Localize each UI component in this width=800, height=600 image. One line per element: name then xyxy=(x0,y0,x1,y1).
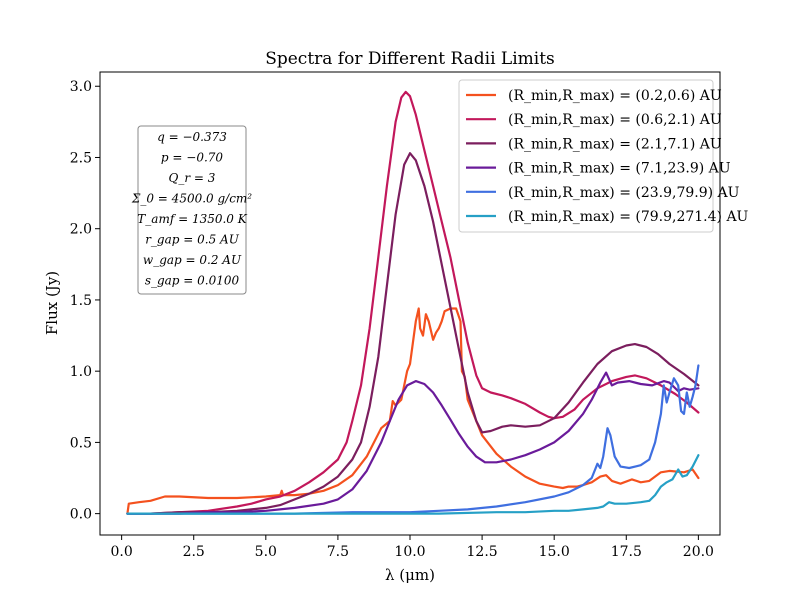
x-tick-label: 0.0 xyxy=(110,544,132,560)
legend-label: (R_min,R_max) = (0.2,0.6) AU xyxy=(508,88,722,104)
x-tick-label: 7.5 xyxy=(327,544,349,560)
y-tick-label: 1.5 xyxy=(70,293,92,309)
y-tick-label: 0.5 xyxy=(70,435,92,451)
series-layer xyxy=(126,90,700,515)
parameter-text: w_gap = 0.2 AU xyxy=(143,253,242,267)
series-line-5 xyxy=(126,364,700,515)
parameter-text: q = −0.373 xyxy=(157,130,227,144)
y-tick-label: 1.0 xyxy=(70,364,92,380)
series-line-2 xyxy=(126,90,700,515)
y-tick-label: 2.5 xyxy=(70,150,92,166)
legend-frame xyxy=(458,79,714,233)
parameter-text: Q_r = 3 xyxy=(169,171,216,185)
chart-title: Spectra for Different Radii Limits xyxy=(265,49,555,69)
series-line-4 xyxy=(126,371,700,515)
parameter-text: Σ_0 = 4500.0 g/cm² xyxy=(131,192,252,206)
y-tick-label: 3.0 xyxy=(70,79,92,95)
legend: (R_min,R_max) = (0.2,0.6) AU (R_min,R_max… xyxy=(458,79,749,233)
y-tick-label: 0.0 xyxy=(70,507,92,523)
legend-label: (R_min,R_max) = (7.1,23.9) AU xyxy=(508,161,731,177)
legend-label: (R_min,R_max) = (2.1,7.1) AU xyxy=(508,136,722,152)
x-tick-label: 12.5 xyxy=(467,544,498,560)
parameter-text: r_gap = 0.5 AU xyxy=(145,233,240,247)
series-line-1 xyxy=(126,307,700,515)
series-line-6 xyxy=(126,454,700,515)
x-axis-label: λ (μm) xyxy=(385,566,435,584)
parameters-box-frame xyxy=(137,125,247,295)
y-axis-label: Flux (Jy) xyxy=(43,271,61,335)
x-tick-label: 5.0 xyxy=(255,544,277,560)
parameter-text: T_amf = 1350.0 K xyxy=(137,212,247,226)
parameter-text: p = −0.70 xyxy=(161,151,224,165)
x-axis: 0.0 2.5 5.0 7.5 10.0 12.5 15.0 17.5 20.0 xyxy=(110,535,714,560)
legend-label: (R_min,R_max) = (79.9,271.4) AU xyxy=(508,209,749,225)
series-line-3 xyxy=(126,152,700,515)
y-axis: 0.0 0.5 1.0 1.5 2.0 2.5 3.0 xyxy=(70,79,100,523)
legend-label: (R_min,R_max) = (23.9,79.9) AU xyxy=(508,185,740,201)
y-tick-label: 2.0 xyxy=(70,222,92,238)
x-tick-label: 15.0 xyxy=(539,544,570,560)
parameters-box: q = −0.373 p = −0.70 Q_r = 3 Σ_0 = 4500.0 g… xyxy=(131,125,252,295)
parameter-text: s_gap = 0.0100 xyxy=(145,274,240,288)
x-tick-label: 10.0 xyxy=(394,544,425,560)
x-tick-label: 17.5 xyxy=(611,544,642,560)
x-tick-label: 2.5 xyxy=(183,544,205,560)
x-tick-label: 20.0 xyxy=(683,544,714,560)
legend-label: (R_min,R_max) = (0.6,2.1) AU xyxy=(508,112,722,128)
